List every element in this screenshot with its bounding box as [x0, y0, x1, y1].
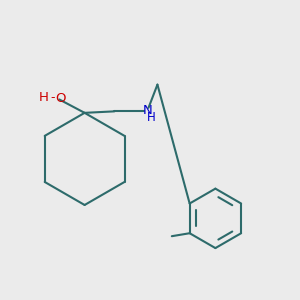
Text: O: O [55, 92, 65, 105]
Text: -: - [51, 91, 55, 103]
Text: H: H [147, 111, 156, 124]
Text: N: N [143, 104, 152, 117]
Text: H: H [39, 92, 49, 104]
